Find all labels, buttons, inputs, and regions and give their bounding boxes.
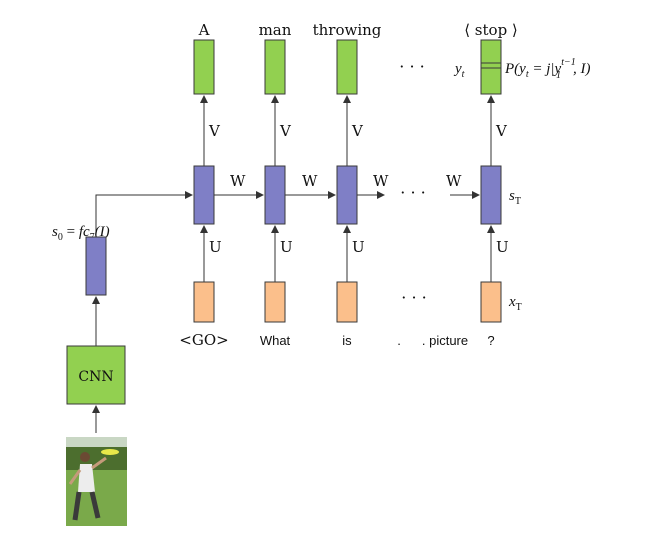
w-label-1: W — [230, 172, 246, 190]
input-word-what: What — [260, 333, 291, 348]
v-label-3: V — [351, 122, 364, 140]
v-label-stop: V — [495, 122, 508, 140]
hidden-box-T — [480, 165, 502, 225]
u-label-T: U — [496, 238, 509, 256]
v-label-1: V — [208, 122, 221, 140]
input-box-T — [480, 281, 502, 323]
output-box-1 — [193, 39, 215, 95]
input-word-picture: . picture — [422, 333, 468, 348]
w-label-3: W — [373, 172, 389, 190]
input-dot: . — [397, 333, 401, 348]
output-box-3 — [336, 39, 358, 95]
input-box-2 — [264, 281, 286, 323]
output-ellipsis: · · · — [399, 57, 424, 76]
input-box-1 — [193, 281, 215, 323]
image-embedding-box — [85, 236, 107, 296]
frisbee-icon — [101, 449, 119, 455]
v-label-2: V — [279, 122, 292, 140]
hidden-ellipsis: · · · — [400, 183, 425, 202]
output-word-3: throwing — [313, 21, 382, 39]
s0-arrow — [95, 191, 193, 237]
sT-label: sT — [509, 188, 521, 207]
input-box-3 — [336, 281, 358, 323]
cnn-box — [66, 345, 126, 405]
output-word-1: A — [198, 21, 210, 39]
u-label-2: U — [280, 238, 293, 256]
hidden-box-3 — [336, 165, 358, 225]
output-word-2: man — [259, 21, 292, 39]
u-label-3: U — [352, 238, 365, 256]
probability-formula: P(yt = j|yt−1 1, I) — [504, 57, 590, 81]
output-word-stop: ⟨ stop ⟩ — [464, 21, 518, 39]
yt-label: yt — [453, 61, 465, 80]
hidden-box-1 — [193, 165, 215, 225]
output-box-2 — [264, 39, 286, 95]
u-label-1: U — [209, 238, 222, 256]
xT-label: xT — [508, 294, 522, 313]
input-word-is: is — [342, 333, 352, 348]
frisbee-player-photo — [66, 437, 127, 526]
hidden-box-2 — [264, 165, 286, 225]
input-word-question: ? — [487, 333, 494, 348]
input-word-go: <GO> — [179, 331, 228, 349]
input-ellipsis: · · · — [401, 288, 426, 307]
cnn-label: CNN — [78, 369, 113, 385]
w-label-2: W — [302, 172, 318, 190]
w-label-T: W — [446, 172, 462, 190]
output-box-stop — [480, 39, 502, 95]
